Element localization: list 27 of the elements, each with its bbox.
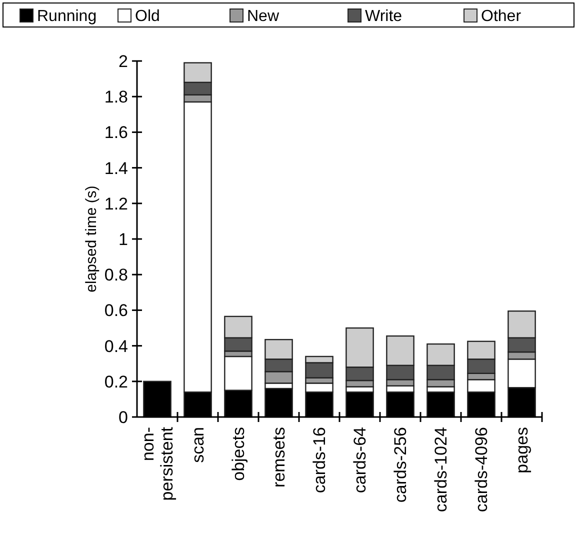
legend-label: Other <box>481 8 522 25</box>
x-tick-label: cards-1024 <box>432 427 451 512</box>
y-tick-label: 1.8 <box>104 88 128 107</box>
x-tick-label: remsets <box>270 427 289 488</box>
legend-label: Write <box>365 8 402 25</box>
y-tick-label: 1 <box>118 230 128 249</box>
x-tick-label: objects <box>229 427 248 481</box>
legend-label: Old <box>135 8 160 25</box>
y-tick-label: 0.6 <box>104 301 128 320</box>
y-tick-label: 1.6 <box>104 123 128 142</box>
x-tick-label: non-persistent <box>138 426 177 501</box>
y-tick-label: 0.2 <box>104 372 128 392</box>
x-tick-label: cards-16 <box>310 427 330 494</box>
x-tick-label: scan <box>188 427 208 463</box>
y-tick-label: 1.2 <box>104 194 128 214</box>
y-tick-label: 1.4 <box>104 158 128 178</box>
y-tick-label: 0.8 <box>104 266 128 285</box>
legend-label: Running <box>37 8 97 25</box>
legend-label: New <box>247 8 280 25</box>
y-axis-title: elapsed time (s) <box>83 186 100 292</box>
y-tick-label: 2 <box>118 52 128 71</box>
x-tick-label: cards-256 <box>391 427 410 503</box>
x-tick-label: cards-64 <box>350 427 370 494</box>
y-tick-label: 0 <box>118 408 128 427</box>
x-tick-label: cards-4096 <box>472 427 492 512</box>
y-tick-label: 0.4 <box>104 336 128 356</box>
x-tick-label: pages <box>512 427 532 474</box>
